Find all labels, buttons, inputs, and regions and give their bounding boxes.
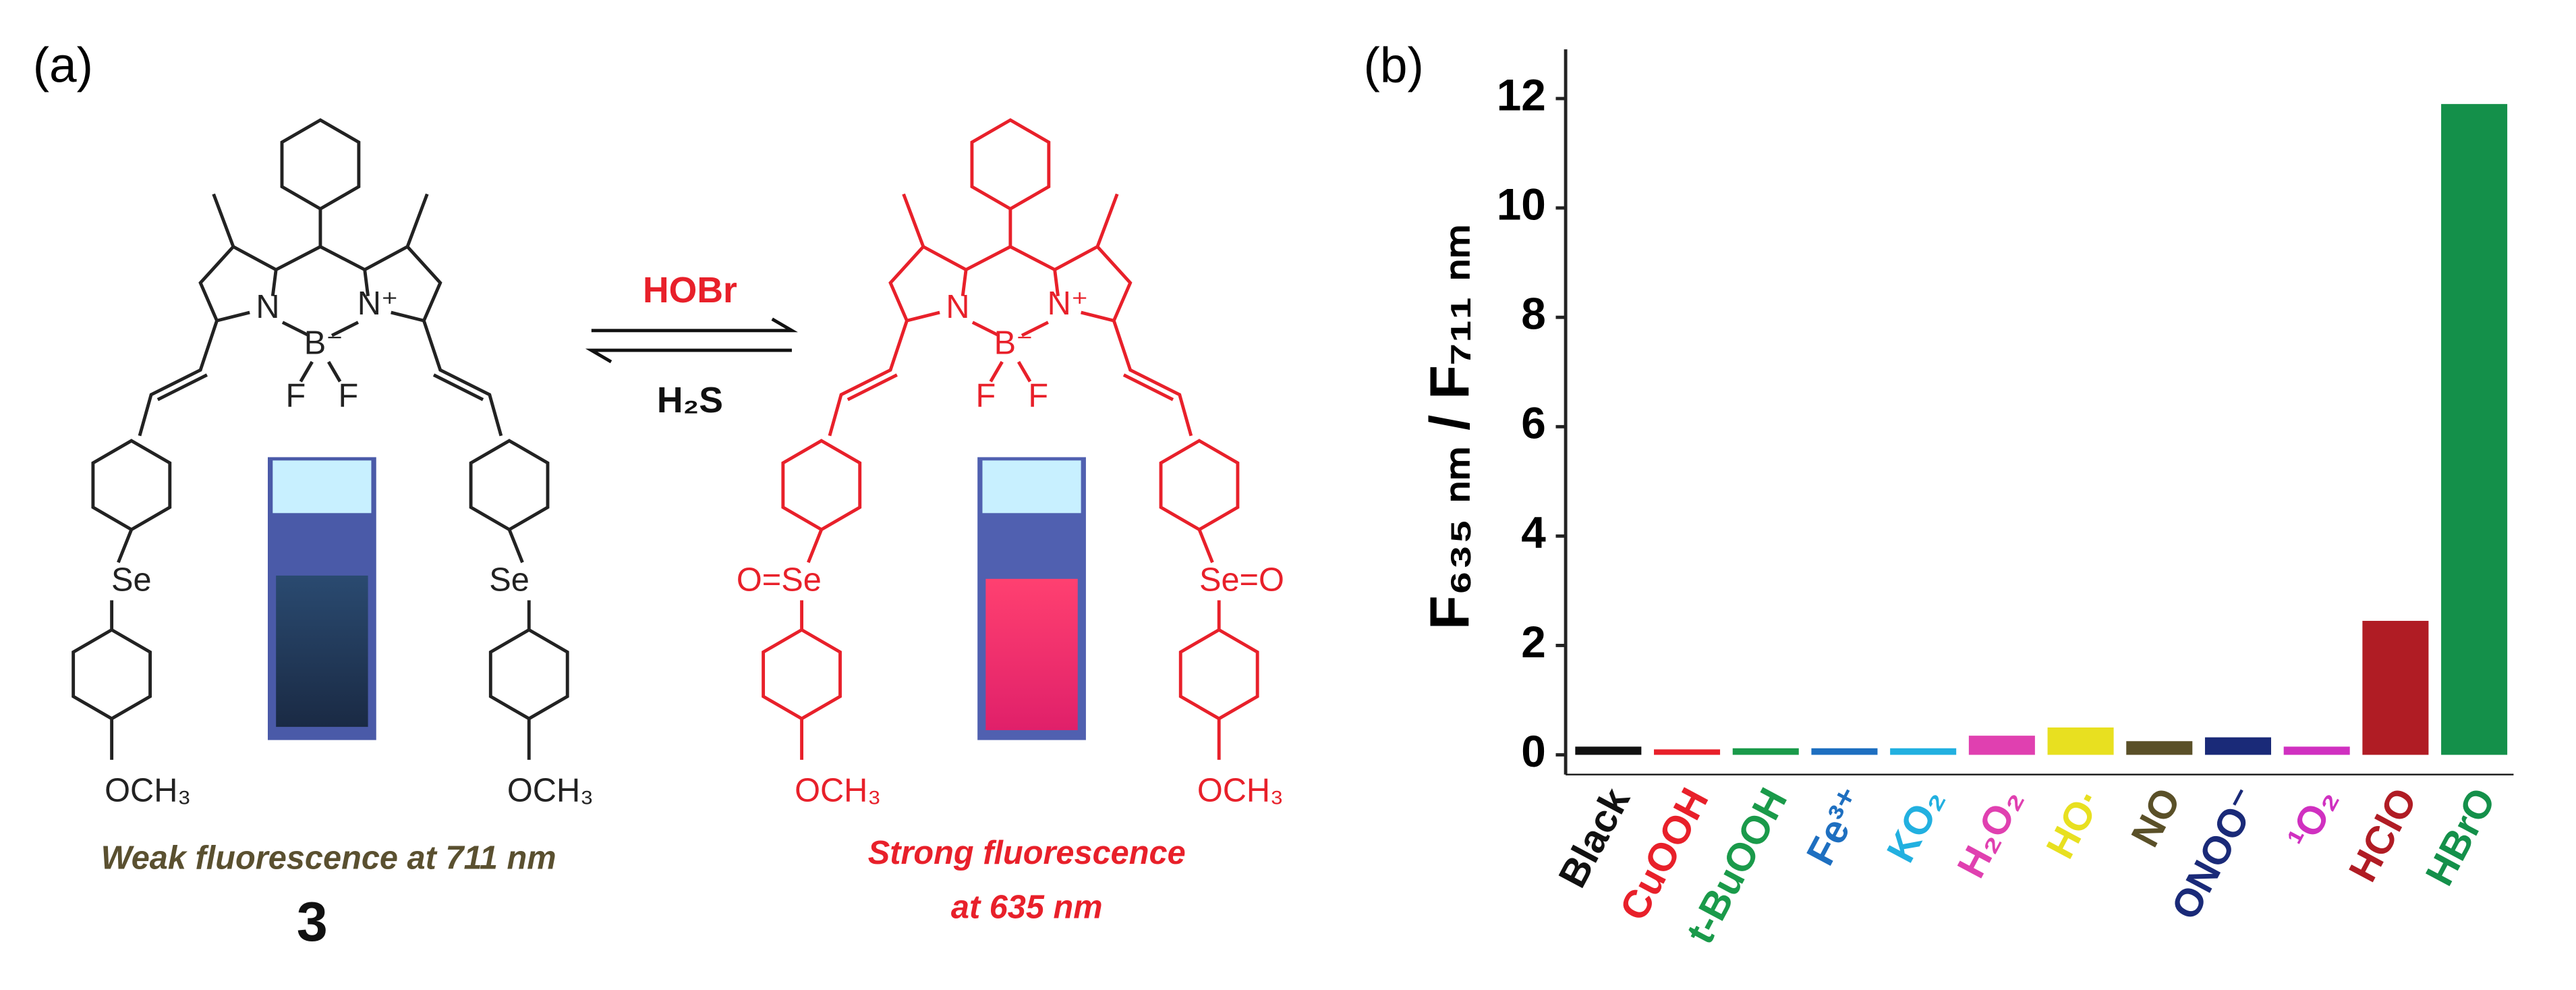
atom-label: F	[286, 378, 306, 414]
equilibrium-arrows	[585, 317, 798, 364]
bond	[762, 118, 1259, 760]
vial	[268, 457, 376, 740]
compound-number: 3	[297, 890, 328, 953]
panel-label: (b)	[1364, 38, 1424, 93]
atom-label: O=Se	[737, 562, 822, 599]
panel-label: (a)	[33, 38, 93, 93]
bar	[1968, 736, 2035, 755]
atom-label: Se	[489, 562, 529, 599]
bar	[2204, 737, 2271, 755]
bar	[2362, 620, 2429, 755]
bond	[71, 118, 569, 760]
atom-label: N⁺	[357, 285, 399, 322]
x-tick-label: HO·	[2038, 781, 2111, 865]
y-tick-label: 12	[1497, 70, 1546, 119]
x-tick-label: HClO	[2341, 781, 2426, 889]
bar	[1654, 749, 1721, 755]
atom-label: B⁻	[304, 325, 343, 362]
y-tick-label: 4	[1521, 507, 1546, 557]
atom-label: Se=O	[1199, 562, 1284, 599]
atom-label: B⁻	[994, 325, 1033, 362]
atom-label: N⁺	[1048, 285, 1089, 322]
atom-label: Se	[111, 562, 152, 599]
bar	[2441, 104, 2508, 755]
vial	[977, 457, 1086, 740]
reagent: HOBr	[643, 270, 737, 310]
atom-label: OCH₃	[795, 772, 881, 808]
x-tick-label: NO	[2123, 781, 2189, 854]
y-tick-label: 0	[1521, 726, 1546, 776]
reagent: H₂S	[657, 380, 723, 420]
atom-label: N	[946, 289, 969, 325]
bar	[2047, 727, 2114, 755]
atom-label: OCH₃	[507, 772, 594, 808]
atom-label: F	[975, 378, 996, 414]
x-tick-label: HBrO	[2417, 781, 2505, 892]
x-tick-label: Fe³⁺	[1798, 781, 1874, 872]
atom-label: F	[338, 378, 358, 414]
molecule: N N⁺ B⁻ F F Se Se OCH₃ OCH₃	[71, 118, 594, 808]
bar	[1890, 748, 1957, 755]
y-tick-label: 10	[1497, 179, 1546, 229]
caption: Weak fluorescence at 711 nm	[101, 840, 556, 876]
bar	[1575, 746, 1642, 755]
bar	[1811, 748, 1878, 755]
bar	[2283, 746, 2350, 755]
atom-label: OCH₃	[1197, 772, 1284, 808]
molecule: N N⁺ B⁻ F F O=Se Se=O OCH₃ OCH₃	[737, 118, 1284, 808]
y-tick-label: 8	[1521, 289, 1546, 339]
x-tick-label: KO₂	[1879, 781, 1953, 869]
bar	[1732, 748, 1799, 755]
y-tick-label: 2	[1521, 617, 1546, 667]
caption: Strong fluorescence	[868, 835, 1186, 871]
x-tick-label: H₂O₂	[1949, 781, 2032, 885]
atom-label: N	[256, 289, 279, 325]
atom-label: OCH₃	[105, 772, 191, 808]
atom-label: F	[1028, 378, 1048, 414]
y-axis-label: F₆₃₅ ₙₘ / F₇₁₁ ₙₘ	[1418, 224, 1481, 630]
caption: at 635 nm	[951, 889, 1103, 925]
x-tick-label: ¹O₂	[2279, 781, 2347, 856]
x-tick-label: Black	[1550, 781, 1638, 895]
y-tick-label: 6	[1521, 398, 1546, 448]
bar	[2126, 741, 2193, 755]
